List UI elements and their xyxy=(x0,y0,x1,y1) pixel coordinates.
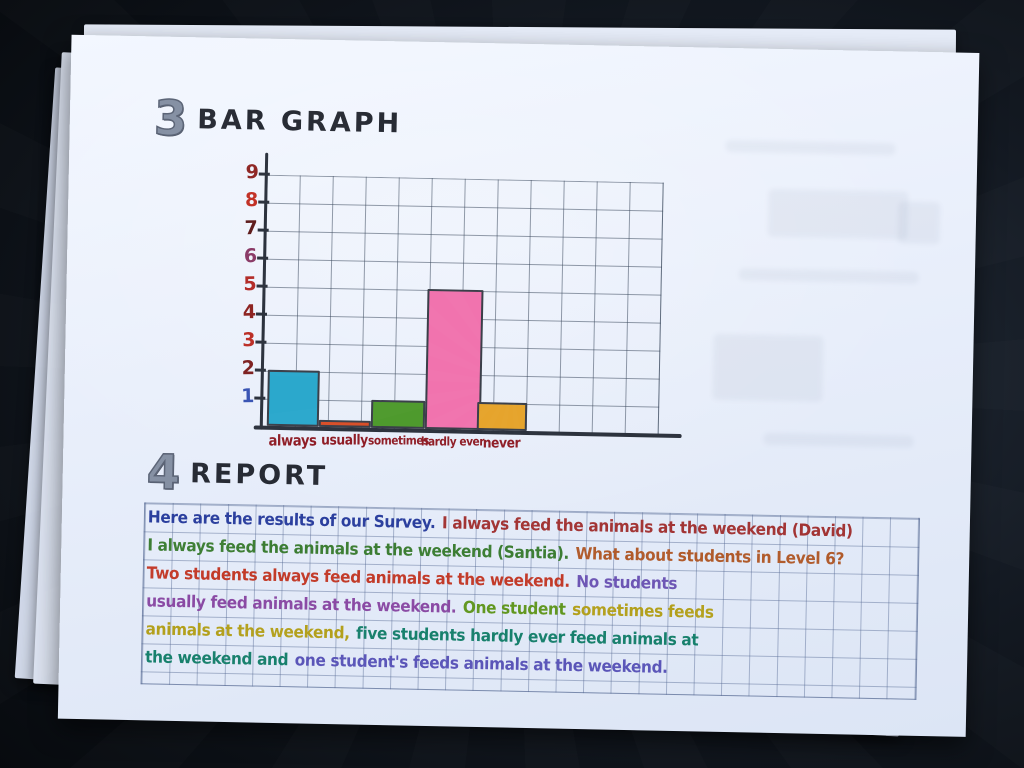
handwritten-report-text: Here are the results of our Survey. I alw… xyxy=(145,502,918,685)
y-tick-label-3: 3 xyxy=(242,329,256,352)
bar-hardly-ever xyxy=(424,288,484,431)
x-label-always: always xyxy=(268,431,317,450)
show-through-mark xyxy=(738,268,919,284)
report-text-segment: five students hardly ever feed animals a… xyxy=(355,623,699,650)
report-text-segment: No students xyxy=(576,572,678,594)
report-text-segment: one student's feeds animals at the weeke… xyxy=(294,650,668,677)
show-through-mark xyxy=(897,201,941,245)
y-tick-label-4: 4 xyxy=(242,301,257,324)
x-label-usually: usually xyxy=(321,432,368,449)
report-text-segment: usually feed animals at the weekend. xyxy=(146,591,457,617)
show-through-mark xyxy=(763,432,914,448)
show-through-mark xyxy=(712,333,824,402)
y-tick-label-1: 1 xyxy=(240,385,255,408)
section-title-report: REPORT xyxy=(189,457,329,492)
report-text-segment: Here are the results of our Survey. xyxy=(147,507,436,533)
show-through-mark xyxy=(767,188,909,240)
report-text-segment: animals at the weekend, xyxy=(145,619,350,643)
x-label-never: never xyxy=(482,435,521,452)
report-text-segment: sometimes feeds xyxy=(571,599,714,622)
bar-graph-section-header: 3 BAR GRAPH xyxy=(153,90,403,148)
report-text-segment: I always feed the animals at the weekend… xyxy=(441,513,853,541)
section-number-3: 3 xyxy=(153,90,189,148)
y-tick-label-5: 5 xyxy=(243,273,257,296)
report-text-segment: the weekend and xyxy=(144,647,289,670)
bar-sometimes xyxy=(370,399,426,429)
y-tick-label-9: 9 xyxy=(245,161,260,184)
section-number-4: 4 xyxy=(145,444,181,502)
section-title-bar-graph: BAR GRAPH xyxy=(196,103,403,139)
y-tick-label-8: 8 xyxy=(244,189,259,212)
y-tick-label-2: 2 xyxy=(241,357,256,380)
bar-always xyxy=(266,369,320,427)
report-text-segment: One student xyxy=(462,597,566,619)
report-text-segment: What about students in Level 6? xyxy=(575,543,845,569)
report-section-header: 4 REPORT xyxy=(145,444,329,502)
show-through-mark xyxy=(725,139,896,156)
y-tick-label-6: 6 xyxy=(243,245,258,268)
bar-never xyxy=(476,401,528,431)
x-label-hardly-ever: hardly ever xyxy=(420,434,485,449)
y-tick-label-7: 7 xyxy=(244,217,258,240)
x-label-sometimes: sometimes xyxy=(368,433,429,448)
